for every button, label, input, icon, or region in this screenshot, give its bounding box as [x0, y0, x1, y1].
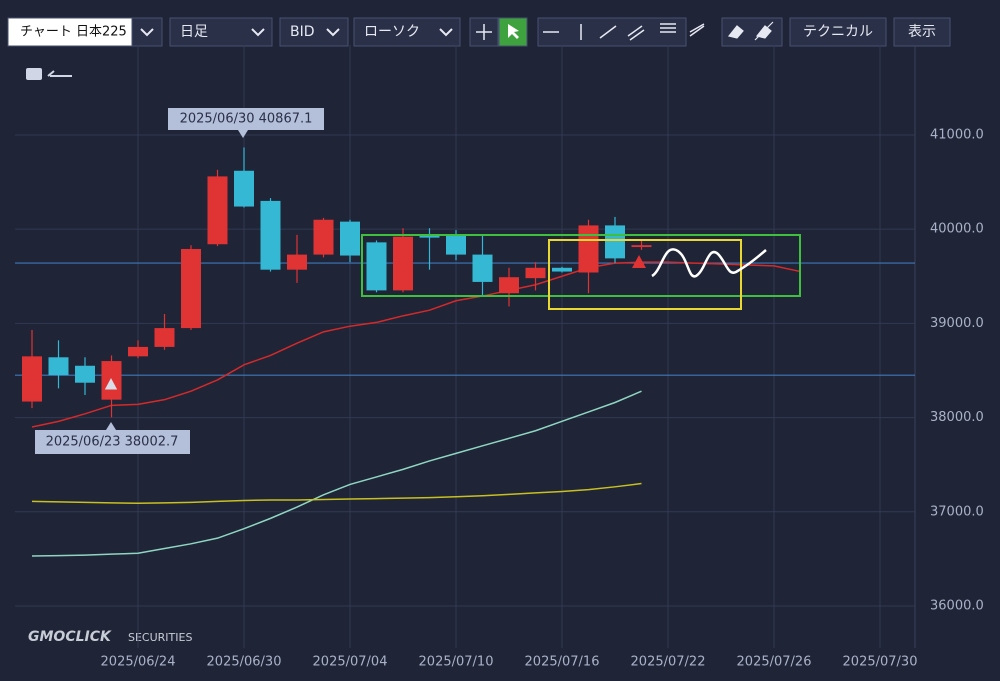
- style: ローソク: [364, 24, 420, 40]
- candle-body: [260, 200, 281, 270]
- x-tick-label: 2025/06/24: [101, 655, 176, 670]
- candle-body: [472, 254, 493, 282]
- collapse-icon[interactable]: [47, 70, 72, 77]
- pointer-icon: [508, 24, 519, 39]
- candle-body: [446, 235, 466, 255]
- period: 日足: [180, 24, 208, 40]
- arrow: [439, 28, 453, 37]
- y-tick-label: 39000.0: [930, 316, 984, 331]
- signal-marker: [103, 375, 119, 391]
- candle-body: [154, 328, 175, 347]
- callout-pointer: [106, 422, 116, 430]
- callout-box: [168, 108, 324, 130]
- price: BID: [290, 24, 315, 40]
- logo-suffix: SECURITIES: [128, 631, 192, 644]
- symbol-arrow-box[interactable]: [131, 17, 163, 47]
- y-tick-label: 36000.0: [930, 598, 984, 613]
- candle-body: [207, 176, 228, 245]
- candle-body: [366, 242, 387, 291]
- x-tick-label: 2025/07/16: [525, 655, 600, 670]
- fib-icons: [660, 23, 705, 37]
- drawn-scribble: [651, 248, 767, 278]
- logo-brand: GMOCLICK: [28, 629, 112, 645]
- y-tick-label: 41000.0: [930, 127, 984, 142]
- candle-body: [313, 219, 334, 255]
- drawn-rectangle: [361, 234, 801, 297]
- candle-body: [419, 234, 440, 238]
- candle-body: [234, 170, 254, 207]
- drawn-rectangle: [548, 239, 742, 310]
- candle-body: [340, 221, 360, 256]
- candle-body: [181, 248, 201, 329]
- candle-body: [578, 225, 599, 273]
- erase-icons: [727, 21, 774, 41]
- arrow: [251, 28, 265, 37]
- x-tick-label: 2025/07/26: [737, 655, 812, 670]
- candle-body: [525, 267, 546, 279]
- display: 表示: [908, 24, 936, 40]
- callout-box: [35, 430, 190, 454]
- comment-icon[interactable]: [26, 68, 42, 80]
- candle-body: [499, 277, 519, 294]
- toolbar: チャート 日本225 日足 BID ローソク テクニカル 表示: [7, 17, 951, 47]
- candle-body: [48, 357, 69, 376]
- candle-body: [128, 346, 148, 357]
- draw-icons: [543, 24, 645, 41]
- candle-body: [287, 254, 307, 270]
- candle-body: [631, 245, 652, 248]
- arrow: [326, 28, 340, 37]
- candle-body: [605, 225, 625, 259]
- x-tick-label: 2025/07/22: [631, 655, 706, 670]
- ma-line: [31, 261, 801, 428]
- y-tick-label: 40000.0: [930, 222, 984, 237]
- candle-body: [22, 356, 42, 402]
- symbol: チャート 日本225: [20, 25, 127, 40]
- x-tick-label: 2025/07/30: [843, 655, 918, 670]
- candle-body: [75, 365, 95, 383]
- callout-text: 2025/06/30 40867.1: [180, 112, 313, 127]
- candle-body: [393, 236, 413, 291]
- technical-button[interactable]: [789, 17, 887, 47]
- y-tick-label: 37000.0: [930, 504, 984, 519]
- x-tick-label: 2025/06/30: [207, 655, 282, 670]
- callout-pointer: [238, 130, 248, 138]
- ma-line: [31, 390, 642, 557]
- x-tick-label: 2025/07/10: [419, 655, 494, 670]
- x-tick-label: 2025/07/04: [313, 655, 388, 670]
- ma-line: [31, 482, 642, 505]
- signal-marker: [632, 255, 646, 268]
- y-tick-label: 38000.0: [930, 410, 984, 425]
- callout-text: 2025/06/23 38002.7: [46, 435, 179, 450]
- crosshair-icon: [476, 24, 492, 40]
- display-button[interactable]: [893, 17, 951, 47]
- candle-body: [552, 267, 572, 272]
- technical: テクニカル: [803, 24, 873, 40]
- arrow: [140, 28, 154, 37]
